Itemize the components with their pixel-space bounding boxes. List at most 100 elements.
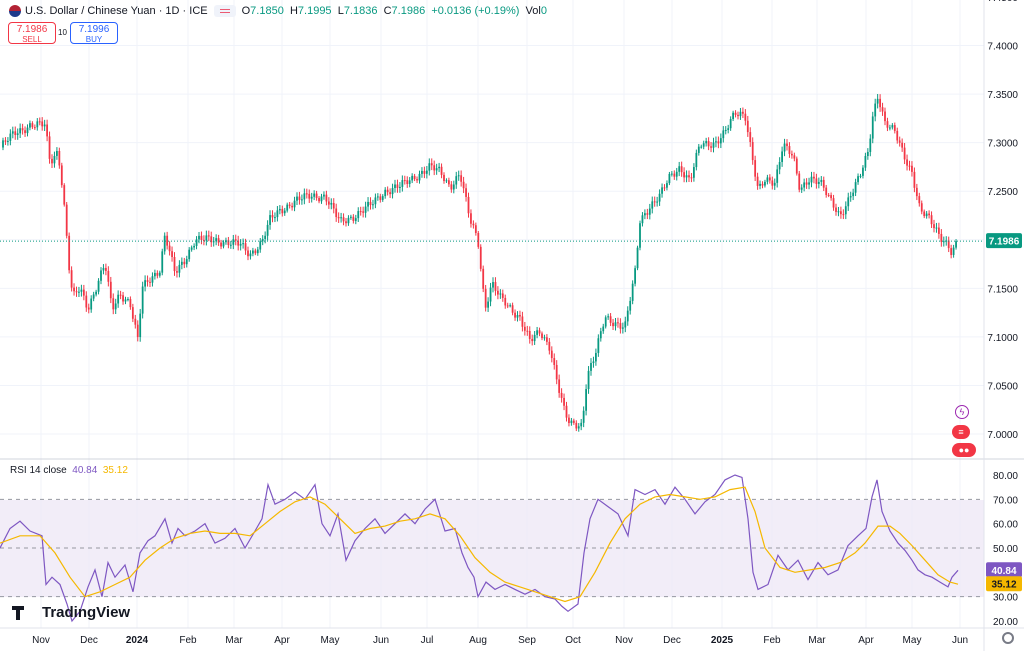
candle-body — [727, 128, 730, 130]
candle-body — [386, 189, 389, 193]
candle-body — [744, 113, 747, 121]
candle-body — [448, 180, 450, 185]
price-candles — [2, 94, 957, 432]
candle-body — [176, 271, 178, 273]
candle-body — [911, 165, 913, 172]
candle-body — [670, 173, 673, 175]
candle-body — [171, 251, 173, 258]
candle-body — [65, 204, 68, 236]
price-tick-label: 7.3000 — [987, 139, 1018, 150]
candle-body — [134, 318, 137, 325]
candle-body — [58, 150, 61, 166]
symbol-header: U.S. Dollar / Chinese Yuan · 1D · ICE O7… — [0, 2, 547, 20]
candle-body — [151, 276, 154, 283]
price-tick-label: 7.0000 — [987, 430, 1018, 441]
candle-body — [805, 182, 808, 185]
candle-body — [864, 155, 867, 168]
visibility-toggle-icon[interactable] — [213, 5, 236, 17]
candle-body — [222, 242, 225, 247]
candle-body — [364, 206, 367, 213]
candle-body — [626, 310, 629, 322]
candle-body — [264, 235, 267, 239]
price-tick-label: 7.4500 — [987, 0, 1018, 4]
candle-body — [455, 176, 458, 185]
dividends-icon[interactable]: ●● — [952, 443, 976, 457]
candle-body — [70, 270, 73, 288]
time-tick-label: Mar — [808, 635, 826, 646]
candle-body — [229, 244, 232, 246]
price-tick-label: 7.3500 — [987, 90, 1018, 101]
candle-body — [465, 188, 467, 197]
candle-body — [759, 183, 761, 186]
candle-body — [190, 247, 193, 250]
time-tick-label: Feb — [179, 635, 197, 646]
candle-body — [425, 170, 428, 174]
candle-body — [536, 330, 538, 335]
candle-body — [266, 224, 269, 236]
candle-body — [168, 245, 171, 252]
candle-body — [595, 352, 597, 362]
settings-icon[interactable] — [1002, 632, 1014, 644]
candle-body — [389, 192, 391, 195]
candle-body — [781, 151, 783, 163]
candle-body — [697, 146, 700, 153]
candle-body — [92, 294, 95, 299]
rsi-tick-label: 80.00 — [993, 471, 1018, 482]
candle-body — [783, 143, 786, 152]
candle-body — [122, 295, 124, 302]
sell-button[interactable]: 7.1986 SELL — [8, 22, 56, 44]
candle-body — [149, 281, 151, 283]
candle-body — [700, 146, 703, 148]
rsi-legend[interactable]: RSI 14 close 40.84 35.12 — [10, 465, 128, 476]
candle-body — [497, 290, 499, 295]
candle-body — [46, 124, 48, 137]
candle-body — [688, 175, 690, 178]
candle-body — [340, 217, 342, 219]
candle-body — [293, 200, 296, 208]
candle-body — [494, 282, 497, 291]
candle-body — [577, 426, 580, 429]
time-tick-label: Feb — [763, 635, 781, 646]
candle-body — [367, 201, 369, 207]
symbol-title[interactable]: U.S. Dollar / Chinese Yuan · 1D · ICE — [25, 5, 208, 17]
candle-body — [874, 103, 877, 117]
candle-body — [636, 247, 639, 269]
us-flag-event-icon[interactable]: ≡ — [952, 425, 970, 439]
candle-body — [886, 121, 889, 128]
candle-body — [546, 337, 548, 342]
candle-body — [590, 363, 592, 371]
candle-body — [281, 208, 284, 214]
candle-body — [903, 147, 906, 160]
candle-body — [920, 203, 923, 212]
candle-body — [646, 213, 649, 215]
candle-body — [440, 166, 443, 175]
candle-body — [180, 261, 183, 265]
candle-body — [754, 160, 757, 177]
buy-button[interactable]: 7.1996 BUY — [70, 22, 118, 44]
candle-body — [9, 133, 12, 141]
candle-body — [51, 158, 53, 164]
candle-body — [470, 213, 472, 224]
candle-body — [119, 294, 122, 296]
time-tick-label: Nov — [615, 635, 633, 646]
sell-price: 7.1986 — [16, 24, 48, 35]
candle-body — [514, 312, 516, 318]
candle-body — [203, 239, 205, 241]
flash-icon[interactable]: ϟ — [955, 405, 969, 419]
candle-body — [795, 158, 798, 174]
candle-body — [474, 225, 477, 233]
candle-body — [82, 289, 85, 296]
candle-body — [19, 128, 22, 134]
candle-body — [680, 166, 683, 173]
candle-body — [109, 281, 112, 299]
candle-body — [252, 250, 254, 254]
candle-body — [768, 177, 771, 181]
candle-body — [683, 172, 685, 178]
candle-body — [38, 121, 41, 123]
candle-body — [220, 242, 222, 247]
candle-body — [918, 196, 921, 204]
time-axis-labels: Nov Dec 2024 Feb Mar Apr May Jun Jul Aug Sep Oct Nov… — [32, 635, 968, 646]
candle-body — [90, 298, 93, 310]
candle-body — [286, 204, 289, 211]
candle-body — [131, 307, 134, 319]
